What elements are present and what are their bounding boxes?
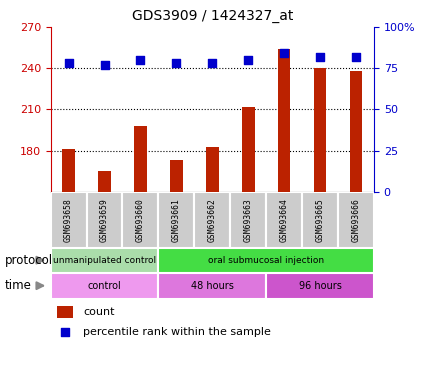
Point [101,62,108,68]
Text: GSM693661: GSM693661 [172,198,181,242]
Bar [266,192,302,248]
Text: GSM693659: GSM693659 [100,198,109,242]
Bar [230,192,266,248]
Bar [51,248,158,273]
Bar [62,149,75,192]
Point [137,57,144,63]
Text: 96 hours: 96 hours [299,281,341,291]
Bar [51,192,87,248]
Bar [266,273,374,299]
Text: GSM693658: GSM693658 [64,198,73,242]
Text: GSM693666: GSM693666 [352,198,360,242]
Text: percentile rank within the sample: percentile rank within the sample [83,326,271,336]
Text: control: control [88,281,121,291]
Point [317,53,324,60]
Text: GSM693660: GSM693660 [136,198,145,242]
Bar [158,248,374,273]
Text: time: time [4,279,31,292]
Text: 48 hours: 48 hours [191,281,234,291]
Bar [51,273,158,299]
Bar [314,68,326,192]
Bar [242,107,254,192]
Text: GSM693665: GSM693665 [315,198,325,242]
Bar [194,192,230,248]
Text: unmanipulated control: unmanipulated control [53,256,156,265]
Bar [98,171,111,192]
Point [62,328,69,334]
Bar [278,49,290,192]
Bar [338,192,374,248]
Text: count: count [83,307,114,317]
Point [65,60,72,66]
Bar [87,192,122,248]
Bar [302,192,338,248]
Bar [170,161,183,192]
Text: GSM693662: GSM693662 [208,198,217,242]
Bar [158,273,266,299]
Bar [122,192,158,248]
Bar [57,306,73,318]
Title: GDS3909 / 1424327_at: GDS3909 / 1424327_at [132,9,293,23]
Bar [206,147,219,192]
Bar [350,71,362,192]
Text: GSM693664: GSM693664 [280,198,289,242]
Bar [134,126,147,192]
Text: protocol: protocol [4,254,52,266]
Point [245,57,252,63]
Text: oral submucosal injection: oral submucosal injection [208,256,324,265]
Point [209,60,216,66]
Text: GSM693663: GSM693663 [244,198,253,242]
Point [173,60,180,66]
Bar [158,192,194,248]
Point [281,50,288,56]
Point [352,53,359,60]
